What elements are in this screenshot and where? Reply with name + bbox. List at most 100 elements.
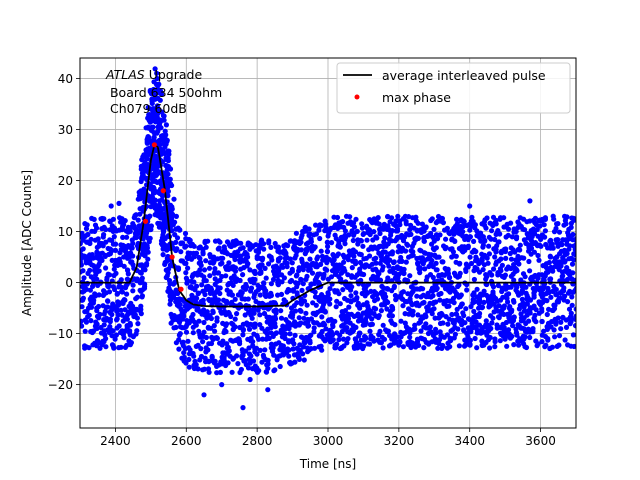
sample-point	[444, 225, 450, 231]
sample-point	[568, 224, 574, 230]
sample-point	[571, 217, 576, 223]
sample-point	[251, 310, 257, 316]
sample-point	[232, 296, 238, 302]
sample-point	[556, 333, 563, 339]
sample-point	[84, 222, 90, 228]
sample-point	[344, 340, 350, 346]
sample-point	[259, 325, 265, 331]
sample-point	[249, 315, 255, 321]
sample-point	[153, 172, 159, 178]
sample-point	[196, 318, 202, 324]
sample-point	[558, 326, 564, 332]
sample-point	[234, 353, 240, 359]
sample-point	[169, 206, 175, 212]
sample-point	[403, 248, 409, 254]
sample-point	[516, 342, 522, 348]
sample-point	[96, 268, 102, 274]
sample-point	[433, 299, 439, 305]
sample-point	[259, 257, 265, 263]
sample-point	[361, 271, 367, 278]
sample-point	[128, 340, 134, 346]
sample-point	[457, 270, 463, 276]
sample-point	[261, 246, 267, 252]
sample-point	[137, 278, 143, 284]
sample-point	[354, 228, 360, 234]
sample-point	[127, 320, 133, 327]
sample-point	[385, 299, 391, 305]
sample-point	[167, 297, 174, 303]
sample-point	[240, 327, 246, 333]
sample-point	[297, 240, 303, 247]
sample-point	[497, 231, 503, 237]
sample-point	[203, 278, 209, 284]
sample-point	[242, 358, 248, 364]
sample-point	[397, 338, 403, 344]
sample-point	[313, 222, 319, 228]
sample-point	[130, 240, 136, 247]
sample-point	[314, 256, 320, 262]
sample-point	[134, 328, 140, 334]
sample-point	[389, 228, 395, 234]
sample-point	[194, 295, 200, 301]
sample-point	[208, 315, 214, 322]
sample-point	[234, 311, 240, 317]
sample-point	[377, 277, 384, 283]
sample-point	[565, 299, 571, 305]
sample-point	[502, 284, 508, 290]
sample-point	[318, 248, 324, 254]
sample-point	[450, 249, 456, 255]
sample-point	[537, 223, 543, 229]
sample-point	[466, 316, 472, 322]
sample-point	[533, 319, 539, 325]
sample-point	[342, 241, 348, 247]
sample-point	[201, 274, 207, 280]
sample-point	[333, 304, 339, 310]
sample-point	[202, 355, 208, 361]
sample-point	[112, 286, 118, 293]
sample-point	[440, 320, 446, 326]
sample-point	[312, 345, 318, 351]
sample-point	[88, 318, 94, 324]
sample-point	[82, 328, 88, 334]
sample-point	[199, 282, 205, 288]
sample-point	[208, 340, 215, 347]
sample-point	[124, 267, 131, 273]
sample-point	[474, 345, 480, 351]
sample-point	[245, 365, 252, 371]
sample-point	[464, 287, 470, 293]
sample-point	[139, 293, 145, 299]
sample-point	[270, 345, 276, 351]
sample-point	[467, 227, 473, 233]
sample-point	[118, 344, 124, 350]
sample-point	[86, 345, 92, 351]
sample-point	[298, 308, 304, 314]
sample-point	[330, 332, 336, 338]
sample-point	[322, 309, 328, 315]
sample-point	[269, 257, 275, 263]
sample-point	[335, 251, 341, 257]
sample-point	[550, 245, 556, 251]
sample-point	[292, 308, 299, 314]
sample-point	[382, 235, 388, 241]
sample-point	[421, 238, 427, 244]
sample-point	[532, 230, 538, 237]
sample-point	[467, 342, 473, 348]
sample-point	[166, 148, 172, 154]
sample-point	[471, 238, 477, 244]
sample-point	[481, 299, 487, 305]
max-phase-series	[142, 142, 184, 292]
sample-point	[285, 243, 291, 249]
sample-point	[433, 260, 439, 266]
sample-point	[207, 273, 213, 279]
sample-point	[197, 267, 203, 273]
sample-point	[489, 228, 495, 234]
sample-point	[501, 324, 507, 330]
sample-point	[377, 328, 383, 334]
sample-point	[134, 315, 140, 321]
sample-point	[454, 311, 460, 317]
sample-point	[531, 249, 538, 255]
sample-point	[430, 274, 436, 281]
sample-point	[349, 265, 355, 271]
sample-point	[175, 290, 181, 297]
